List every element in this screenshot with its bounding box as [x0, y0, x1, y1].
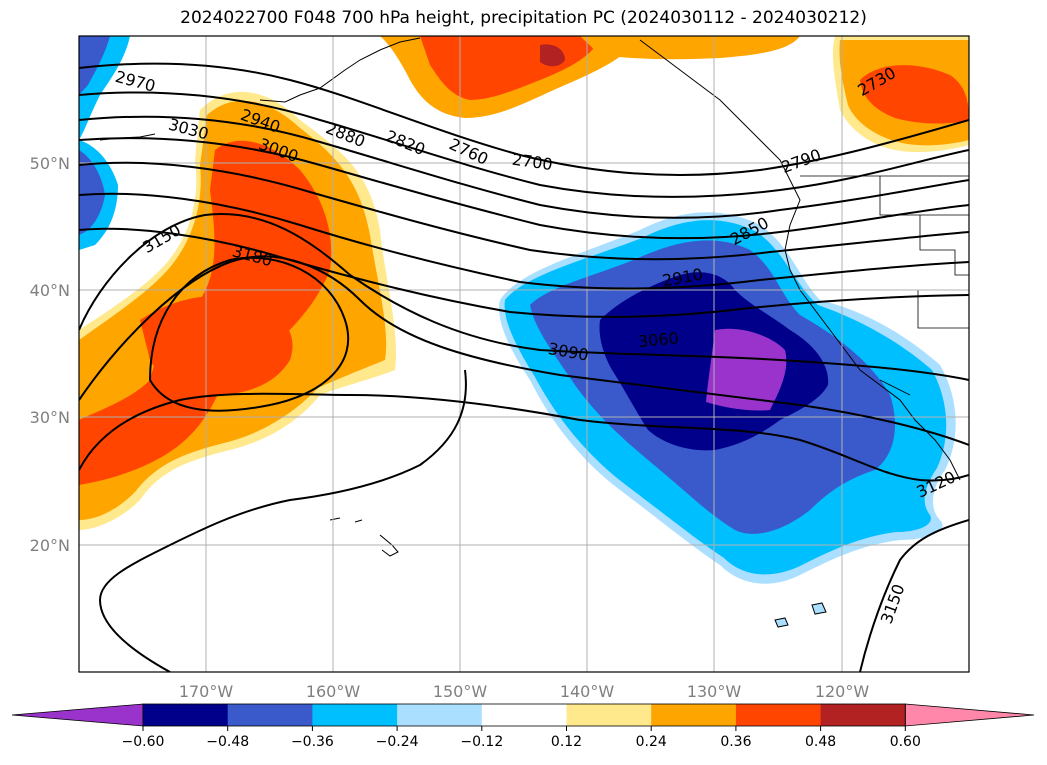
colorbar-bin [651, 704, 737, 726]
chart-title: 2024022700 F048 700 hPa height, precipit… [180, 8, 867, 28]
colorbar-tick-label: 0.24 [636, 734, 667, 750]
colorbar-bin [820, 704, 906, 726]
colorbar-tick-label: 0.36 [720, 734, 751, 750]
map-frame [78, 35, 970, 673]
colorbar-tick-label: −0.36 [291, 734, 334, 750]
colorbar-tick-label: 0.12 [551, 734, 582, 750]
colorbar-tick-label: −0.24 [376, 734, 419, 750]
positive-anomaly-region-west [79, 91, 397, 531]
colorbar-bin [227, 704, 313, 726]
colorbar: −0.60 −0.48 −0.36 −0.24 −0.12 0.12 0.24 0.36 0.4… [11, 703, 1035, 750]
colorbar-frame [142, 703, 906, 727]
colorbar-bin [312, 704, 398, 726]
political-borders [800, 175, 969, 396]
height-contours [79, 62, 969, 672]
lat-label: 40°N [30, 281, 70, 300]
colorbar-bin [143, 704, 229, 726]
colorbar-tick-label: 0.48 [805, 734, 836, 750]
positive-anomaly-region-north [79, 36, 969, 153]
colorbar-tick-label: −0.60 [122, 734, 165, 750]
colorbar-tick-label: 0.60 [890, 734, 921, 750]
lat-label: 20°N [30, 536, 70, 555]
colorbar-bin [566, 704, 652, 726]
colorbar-extend-max [904, 703, 1035, 727]
colorbar-bin [481, 704, 567, 726]
colorbar-tick-label: −0.12 [460, 734, 503, 750]
colorbar-bin [397, 704, 483, 726]
colorbar-tick-label: −0.48 [206, 734, 249, 750]
lon-label: 160°W [306, 682, 361, 701]
lon-label: 150°W [433, 682, 488, 701]
contour-label: 3060 [637, 329, 679, 351]
lon-label: 120°W [815, 682, 870, 701]
lon-label: 140°W [560, 682, 615, 701]
lon-label: 130°W [687, 682, 742, 701]
lat-label: 30°N [30, 408, 70, 427]
colorbar-extend-min [11, 703, 144, 727]
longitude-labels: 170°W 160°W 150°W 140°W 130°W 120°W [179, 682, 870, 701]
lat-label: 50°N [30, 154, 70, 173]
latitude-labels: 50°N 40°N 30°N 20°N [30, 154, 70, 555]
colorbar-bin [735, 704, 822, 726]
lon-label: 170°W [179, 682, 234, 701]
